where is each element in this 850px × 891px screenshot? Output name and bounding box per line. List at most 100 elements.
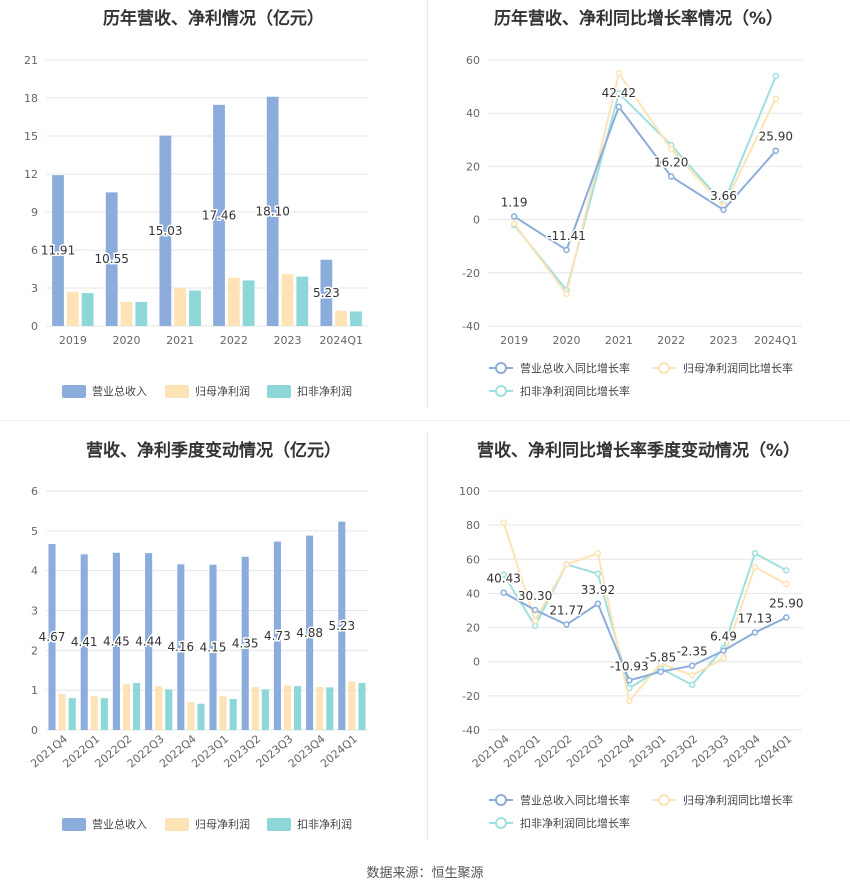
legend-item: 归母净利润 xyxy=(165,817,250,831)
y-tick-label: 6 xyxy=(31,485,38,498)
x-tick-label: 2022 xyxy=(220,334,248,347)
point-0 xyxy=(500,589,507,596)
bar-0 xyxy=(48,543,56,730)
point-2 xyxy=(751,550,759,557)
x-tick-label: 2024Q1 xyxy=(754,334,798,347)
bar-1 xyxy=(66,291,79,326)
data-label: 4.88 xyxy=(296,626,323,640)
legend-label: 扣非净利润 xyxy=(297,384,352,398)
y-tick-label: 4 xyxy=(31,565,38,578)
data-label: 18.10 xyxy=(256,204,290,218)
series-line-1 xyxy=(513,70,777,297)
x-tick-label: 2019 xyxy=(59,334,87,347)
bar-1 xyxy=(155,686,163,730)
legend-swatch xyxy=(267,385,291,398)
bar-2 xyxy=(189,290,201,326)
series-line-1 xyxy=(502,522,787,704)
point-0 xyxy=(594,600,602,608)
y-tick-label: 0 xyxy=(473,214,480,227)
bar-2 xyxy=(81,293,94,326)
point-0 xyxy=(563,621,570,628)
data-label: 25.90 xyxy=(769,596,803,610)
chart-title: 营收、净利季度变动情况（亿元） xyxy=(86,441,341,461)
y-tick-label: -40 xyxy=(462,320,480,333)
bar-0 xyxy=(320,259,333,326)
divider-bottom xyxy=(427,432,428,840)
point-1 xyxy=(657,660,664,667)
data-label: 3.66 xyxy=(710,189,737,203)
point-1 xyxy=(667,145,675,153)
legend-label: 营业总收入同比增长率 xyxy=(520,361,630,375)
bar-1 xyxy=(120,301,133,326)
y-tick-label: 15 xyxy=(24,130,38,143)
legend-item: 扣非净利润同比增长率 xyxy=(489,384,630,398)
legend-marker xyxy=(495,362,507,374)
point-1 xyxy=(531,617,539,624)
point-0 xyxy=(688,662,696,669)
data-label: 5.23 xyxy=(313,286,340,300)
x-tick-label: 2024Q1 xyxy=(319,334,363,347)
y-tick-label: 9 xyxy=(31,206,38,219)
point-0 xyxy=(720,206,727,214)
legend-label: 营业总收入 xyxy=(92,817,147,831)
quarter-bar-chart: 01234562021Q42022Q12022Q22022Q32022Q4202… xyxy=(28,485,368,831)
data-label: 16.20 xyxy=(654,156,688,170)
data-label: 4.16 xyxy=(167,640,194,654)
divider-horizontal xyxy=(0,420,850,421)
data-label: 42.42 xyxy=(602,86,636,100)
legend-label: 归母净利润同比增长率 xyxy=(683,793,793,807)
legend-item: 扣非净利润 xyxy=(267,384,352,398)
legend-label: 营业总收入同比增长率 xyxy=(520,793,630,807)
data-label: 30.30 xyxy=(518,589,552,603)
bar-0 xyxy=(177,564,185,730)
bar-0 xyxy=(241,556,249,730)
y-tick-label: 40 xyxy=(466,587,480,600)
data-label: 5.23 xyxy=(328,619,355,633)
bar-0 xyxy=(213,104,225,326)
data-label: 4.67 xyxy=(39,630,66,644)
point-0 xyxy=(615,103,623,111)
x-tick-label: 2022 xyxy=(657,334,685,347)
x-tick-label: 2023 xyxy=(274,334,302,347)
data-label: -5.85 xyxy=(645,651,676,665)
y-tick-label: 3 xyxy=(31,605,38,618)
data-label: 15.03 xyxy=(148,224,182,238)
legend-item: 归母净利润同比增长率 xyxy=(652,361,793,375)
bar-0 xyxy=(306,535,314,730)
data-label: 40.43 xyxy=(487,572,521,586)
series-line-0 xyxy=(513,104,777,252)
y-tick-label: 21 xyxy=(24,54,38,67)
legend-label: 营业总收入 xyxy=(92,384,147,398)
point-0 xyxy=(751,629,759,636)
bar-0 xyxy=(145,553,153,730)
point-0 xyxy=(510,213,518,220)
bar-1 xyxy=(251,686,259,730)
y-tick-label: 40 xyxy=(466,107,480,120)
data-label: 4.73 xyxy=(264,629,291,643)
y-tick-label: 20 xyxy=(466,622,480,635)
data-label: -11.41 xyxy=(547,229,586,243)
x-tick-label: 2020 xyxy=(553,334,581,347)
bar-1 xyxy=(348,681,356,730)
point-1 xyxy=(594,550,602,557)
annual-line-panel: 历年营收、净利同比增长率情况（%） -40 -20 0 20 40 60 2019 2020 2… xyxy=(427,0,850,410)
point-1 xyxy=(615,70,623,77)
bar-1 xyxy=(281,274,294,326)
point-1 xyxy=(783,580,790,588)
point-1 xyxy=(563,561,570,568)
bar-2 xyxy=(133,682,141,730)
bar-2 xyxy=(294,686,302,730)
quarter-line-chart: -40-200204060801002021Q42022Q12022Q22022… xyxy=(459,485,805,830)
bar-2 xyxy=(68,698,76,730)
point-0 xyxy=(667,173,675,180)
point-2 xyxy=(688,681,696,689)
data-label: 17.13 xyxy=(738,611,772,625)
y-tick-label: 60 xyxy=(466,553,480,566)
bar-0 xyxy=(273,541,281,730)
legend-marker xyxy=(495,385,507,397)
bar-2 xyxy=(100,698,108,730)
annual-bar-panel: 历年营收、净利情况（亿元） 0 3 6 9 12 15 18 21 2019 2020 2021 20… xyxy=(0,0,427,410)
legend-swatch xyxy=(62,818,86,831)
data-label: 33.92 xyxy=(581,583,615,597)
bar-2 xyxy=(326,687,334,730)
